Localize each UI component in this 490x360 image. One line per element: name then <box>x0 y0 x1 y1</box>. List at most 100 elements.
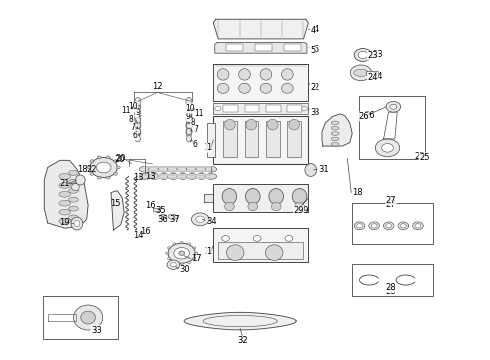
Circle shape <box>375 139 400 157</box>
Ellipse shape <box>217 83 229 93</box>
Ellipse shape <box>69 206 78 211</box>
Ellipse shape <box>196 166 207 172</box>
Circle shape <box>390 104 397 109</box>
Text: 11: 11 <box>121 106 130 115</box>
Ellipse shape <box>186 121 192 130</box>
Ellipse shape <box>282 69 293 80</box>
Circle shape <box>193 257 196 260</box>
Text: 21: 21 <box>59 179 70 188</box>
Text: 35: 35 <box>155 206 166 215</box>
Circle shape <box>386 102 401 112</box>
Bar <box>352 203 433 244</box>
Ellipse shape <box>59 183 71 188</box>
Text: 1: 1 <box>203 143 208 152</box>
Ellipse shape <box>239 69 250 80</box>
Circle shape <box>97 156 101 159</box>
Circle shape <box>97 176 101 179</box>
Text: 32: 32 <box>237 336 248 345</box>
Text: 9: 9 <box>186 112 191 121</box>
Text: 18: 18 <box>77 165 88 174</box>
Ellipse shape <box>186 174 198 179</box>
Bar <box>245 105 259 112</box>
Ellipse shape <box>196 174 207 179</box>
Circle shape <box>179 251 185 255</box>
Ellipse shape <box>224 202 234 211</box>
Circle shape <box>173 261 176 264</box>
Text: 13: 13 <box>133 173 144 182</box>
Ellipse shape <box>354 69 368 76</box>
Text: 29: 29 <box>294 206 304 215</box>
Ellipse shape <box>331 121 339 125</box>
Polygon shape <box>322 114 352 146</box>
Text: 1: 1 <box>206 247 211 256</box>
Ellipse shape <box>305 163 317 176</box>
Ellipse shape <box>246 119 257 130</box>
Text: 36: 36 <box>158 215 169 224</box>
Ellipse shape <box>292 189 307 204</box>
Bar <box>207 123 215 157</box>
Bar <box>225 44 243 51</box>
Circle shape <box>97 162 111 173</box>
Ellipse shape <box>217 69 229 80</box>
Text: 2: 2 <box>313 83 318 92</box>
Bar <box>288 121 301 157</box>
Ellipse shape <box>186 135 192 142</box>
Ellipse shape <box>260 83 272 93</box>
Circle shape <box>87 166 91 169</box>
Ellipse shape <box>282 83 293 93</box>
Circle shape <box>371 224 377 228</box>
Text: 30: 30 <box>179 265 190 274</box>
Text: 14: 14 <box>133 231 144 240</box>
Text: 3: 3 <box>313 108 318 117</box>
Ellipse shape <box>168 174 179 179</box>
Ellipse shape <box>135 105 141 112</box>
Circle shape <box>215 107 220 111</box>
Text: 10: 10 <box>186 104 195 113</box>
Ellipse shape <box>81 311 96 324</box>
Circle shape <box>174 248 190 259</box>
Ellipse shape <box>186 109 192 118</box>
Bar <box>213 228 308 262</box>
Ellipse shape <box>71 217 83 230</box>
Ellipse shape <box>135 114 141 123</box>
Circle shape <box>188 243 191 245</box>
Circle shape <box>106 156 110 159</box>
Text: 11: 11 <box>194 109 203 118</box>
Ellipse shape <box>135 135 141 142</box>
Ellipse shape <box>248 202 258 211</box>
Ellipse shape <box>269 189 284 204</box>
Polygon shape <box>203 194 213 202</box>
Text: 29: 29 <box>298 206 309 215</box>
Ellipse shape <box>139 174 151 179</box>
Ellipse shape <box>222 189 237 204</box>
Circle shape <box>415 224 421 228</box>
Ellipse shape <box>186 105 192 112</box>
Polygon shape <box>44 160 88 228</box>
Ellipse shape <box>74 305 103 330</box>
Ellipse shape <box>135 111 141 118</box>
Text: 9: 9 <box>135 108 140 117</box>
Ellipse shape <box>135 122 141 129</box>
Ellipse shape <box>294 202 304 211</box>
Ellipse shape <box>135 104 141 113</box>
Bar <box>352 264 433 296</box>
Ellipse shape <box>135 129 141 135</box>
Text: 31: 31 <box>318 165 329 174</box>
Ellipse shape <box>72 184 79 191</box>
Circle shape <box>167 260 180 269</box>
Ellipse shape <box>186 114 192 123</box>
Ellipse shape <box>239 83 250 93</box>
Ellipse shape <box>69 179 78 184</box>
Text: 8: 8 <box>128 116 133 125</box>
Circle shape <box>114 172 118 175</box>
Circle shape <box>90 172 94 175</box>
Bar <box>266 121 280 157</box>
Text: 33: 33 <box>91 325 102 334</box>
Polygon shape <box>184 312 296 330</box>
Polygon shape <box>111 191 124 230</box>
Ellipse shape <box>186 122 192 129</box>
Bar <box>284 44 301 51</box>
Ellipse shape <box>186 166 198 172</box>
Circle shape <box>171 262 176 267</box>
Circle shape <box>116 166 120 169</box>
